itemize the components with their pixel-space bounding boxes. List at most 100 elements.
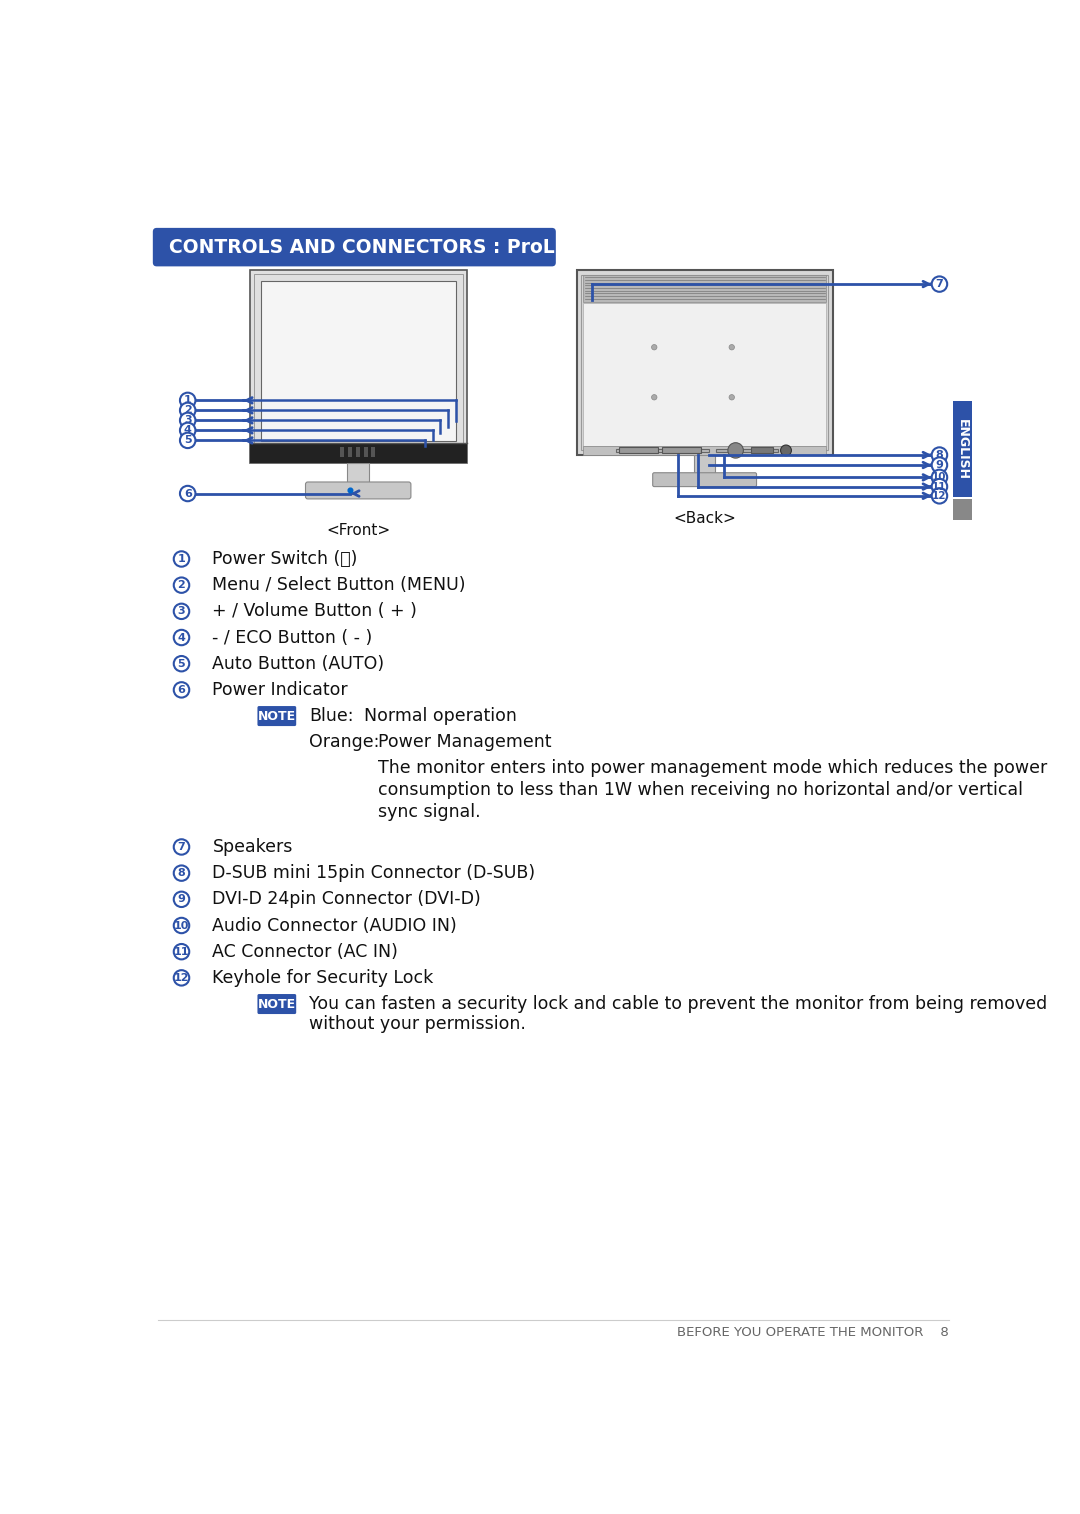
Bar	[953, 401, 972, 498]
Text: <Front>: <Front>	[326, 522, 390, 537]
Bar	[364, 447, 367, 457]
Text: BEFORE YOU OPERATE THE MONITOR    8: BEFORE YOU OPERATE THE MONITOR 8	[677, 1326, 948, 1340]
Circle shape	[932, 478, 947, 494]
Circle shape	[174, 604, 189, 619]
Bar	[583, 276, 826, 301]
Circle shape	[348, 488, 353, 492]
Text: NOTE: NOTE	[258, 710, 296, 722]
Circle shape	[174, 970, 189, 986]
Text: 3: 3	[178, 606, 186, 616]
Text: Auto Button (AUTO): Auto Button (AUTO)	[213, 654, 384, 672]
Bar	[751, 447, 773, 453]
Text: CONTROLS AND CONNECTORS : ProLite E1906S: CONTROLS AND CONNECTORS : ProLite E1906S	[170, 238, 667, 257]
Bar	[583, 303, 826, 445]
Circle shape	[651, 345, 657, 350]
Circle shape	[729, 345, 734, 350]
Text: 6: 6	[177, 684, 186, 695]
Bar	[340, 447, 345, 457]
Circle shape	[174, 683, 189, 698]
Text: NOTE: NOTE	[258, 998, 296, 1010]
Text: Orange:: Orange:	[309, 733, 380, 751]
Circle shape	[180, 413, 195, 428]
Text: 7: 7	[177, 842, 186, 852]
Text: + / Volume Button ( + ): + / Volume Button ( + )	[213, 603, 417, 621]
Circle shape	[651, 395, 657, 400]
Bar	[356, 447, 360, 457]
Circle shape	[180, 392, 195, 409]
Bar	[260, 282, 456, 441]
Text: 1: 1	[184, 395, 191, 406]
Text: 9: 9	[935, 460, 944, 469]
Text: Blue:: Blue:	[309, 707, 354, 725]
Circle shape	[932, 277, 947, 292]
Circle shape	[180, 422, 195, 438]
Text: 2: 2	[184, 406, 191, 415]
FancyBboxPatch shape	[153, 229, 556, 266]
Text: Power Management: Power Management	[378, 733, 551, 751]
Circle shape	[781, 445, 792, 456]
Text: 11: 11	[932, 481, 947, 492]
Bar	[716, 448, 779, 453]
Circle shape	[180, 486, 195, 501]
Bar	[581, 276, 828, 450]
Circle shape	[932, 488, 947, 504]
Circle shape	[174, 551, 189, 566]
Bar	[348, 463, 369, 484]
Text: DVI-D 24pin Connector (DVI-D): DVI-D 24pin Connector (DVI-D)	[213, 890, 482, 908]
Text: Keyhole for Security Lock: Keyhole for Security Lock	[213, 969, 434, 987]
Circle shape	[932, 447, 947, 463]
Text: AC Connector (AC IN): AC Connector (AC IN)	[213, 943, 399, 961]
FancyBboxPatch shape	[257, 706, 296, 727]
Circle shape	[180, 403, 195, 418]
Text: 12: 12	[932, 491, 947, 501]
Text: 8: 8	[935, 450, 943, 460]
Bar	[693, 456, 715, 474]
Text: 10: 10	[932, 472, 947, 483]
Circle shape	[174, 866, 189, 881]
Circle shape	[174, 656, 189, 671]
Circle shape	[932, 469, 947, 484]
Text: 10: 10	[174, 921, 189, 931]
Text: sync signal.: sync signal.	[378, 802, 481, 821]
Bar	[577, 269, 833, 456]
Circle shape	[174, 577, 189, 593]
Text: The monitor enters into power management mode which reduces the power: The monitor enters into power management…	[378, 760, 1047, 777]
Text: 4: 4	[177, 633, 186, 642]
FancyBboxPatch shape	[652, 472, 757, 486]
Text: 7: 7	[935, 279, 943, 289]
Text: 5: 5	[184, 436, 191, 445]
Text: 4: 4	[184, 425, 191, 436]
Circle shape	[174, 839, 189, 855]
Bar	[583, 445, 826, 456]
Text: 2: 2	[177, 580, 186, 590]
Bar	[619, 447, 658, 453]
Text: Menu / Select Button (MENU): Menu / Select Button (MENU)	[213, 577, 465, 593]
Text: Normal operation: Normal operation	[364, 707, 516, 725]
Text: 8: 8	[177, 868, 186, 878]
Circle shape	[174, 945, 189, 960]
Text: 9: 9	[177, 895, 186, 904]
Circle shape	[729, 395, 734, 400]
FancyBboxPatch shape	[257, 995, 296, 1014]
Circle shape	[180, 433, 195, 448]
Text: Audio Connector (AUDIO IN): Audio Connector (AUDIO IN)	[213, 916, 457, 934]
Bar	[616, 448, 708, 453]
Bar	[348, 447, 352, 457]
Bar	[662, 447, 701, 453]
Bar	[953, 500, 972, 521]
Text: - / ECO Button ( - ): - / ECO Button ( - )	[213, 628, 373, 646]
Bar	[254, 274, 463, 459]
Bar	[249, 442, 467, 463]
Bar	[372, 447, 375, 457]
Text: 12: 12	[174, 974, 189, 983]
Text: Speakers: Speakers	[213, 837, 293, 855]
Circle shape	[174, 892, 189, 907]
Text: 1: 1	[177, 554, 186, 565]
Text: 5: 5	[178, 659, 186, 669]
Bar	[249, 269, 467, 463]
Text: 6: 6	[184, 489, 191, 498]
Text: Power Switch (⏻): Power Switch (⏻)	[213, 550, 357, 568]
Text: You can fasten a security lock and cable to prevent the monitor from being remov: You can fasten a security lock and cable…	[309, 995, 1048, 1013]
Text: Power Indicator: Power Indicator	[213, 681, 348, 699]
Circle shape	[174, 630, 189, 645]
